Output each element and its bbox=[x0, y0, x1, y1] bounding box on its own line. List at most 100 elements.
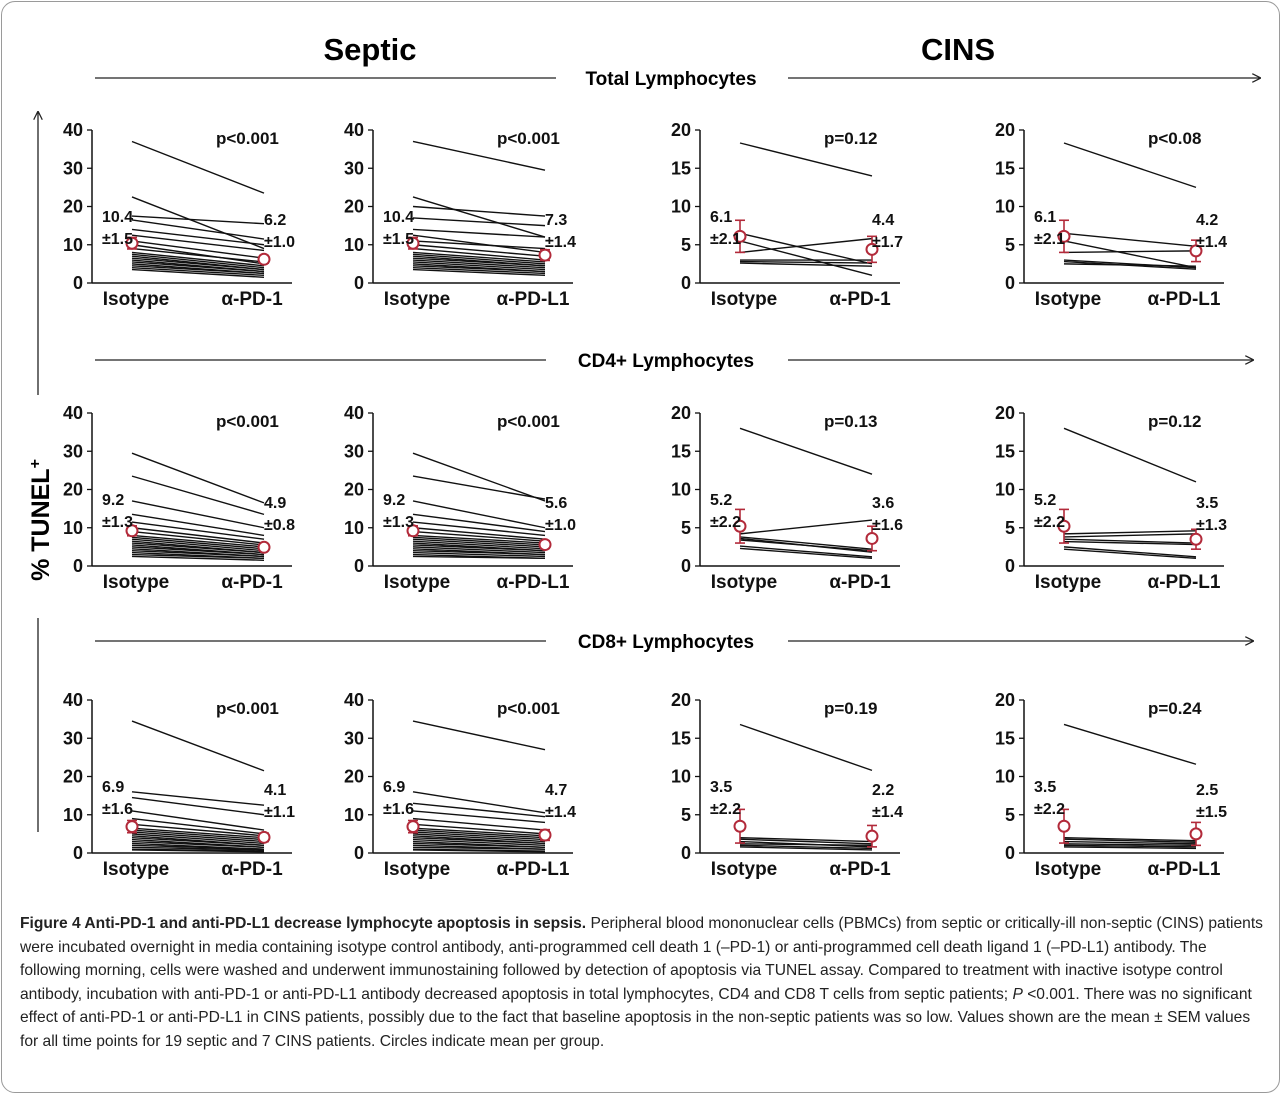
patient-line bbox=[131, 140, 265, 194]
patient-line bbox=[131, 550, 265, 558]
patient-line bbox=[131, 240, 265, 259]
y-tick-label: 20 bbox=[995, 120, 1015, 140]
patient-line bbox=[131, 829, 265, 841]
patient-line bbox=[412, 823, 546, 835]
y-tick-label: 20 bbox=[671, 690, 691, 710]
panel-9: 0 10 20 30 40 p<0.001 6.9 ±1.6 4.1 ±1.1 Isotype α-P… bbox=[63, 690, 295, 880]
patient-line bbox=[131, 527, 265, 544]
y-tick-label: 15 bbox=[995, 728, 1015, 748]
y-tick-label: 0 bbox=[1005, 556, 1015, 576]
patient-line bbox=[412, 833, 546, 843]
mean-label-treatment: 7.3 bbox=[545, 212, 567, 229]
mean-marker bbox=[406, 820, 420, 834]
p-value-label: p<0.001 bbox=[216, 129, 279, 148]
patient-line bbox=[1063, 533, 1197, 538]
mean-marker bbox=[406, 236, 420, 250]
y-tick-label: 0 bbox=[354, 556, 364, 576]
y-tick-label: 10 bbox=[995, 767, 1015, 787]
mean-marker bbox=[257, 540, 271, 554]
p-value-label: p=0.12 bbox=[824, 129, 877, 148]
caption-title: Figure 4 Anti-PD-1 and anti-PD-L1 decrea… bbox=[20, 915, 587, 932]
mean-marker bbox=[733, 519, 747, 533]
sem-label-treatment: ±1.1 bbox=[264, 804, 295, 821]
patient-line bbox=[1063, 142, 1197, 189]
patient-line bbox=[739, 260, 873, 264]
x-category-label: α-PD-1 bbox=[829, 572, 891, 593]
panel-1: 0 10 20 30 40 p<0.001 10.4 ±1.5 6.2 ±1.0 Isotype α-… bbox=[63, 120, 295, 310]
panel-4: 0 5 10 15 20 p<0.08 6.1 ±2.1 4.2 ±1.4 Isotype α-PD-… bbox=[995, 120, 1227, 310]
x-category-label: Isotype bbox=[711, 289, 778, 310]
patient-line bbox=[1063, 250, 1197, 254]
patient-line bbox=[412, 217, 546, 227]
sem-label-treatment: ±1.0 bbox=[545, 517, 576, 534]
patient-line bbox=[412, 540, 546, 550]
sem-label-treatment: ±0.8 bbox=[264, 517, 295, 534]
patient-line bbox=[412, 842, 546, 848]
y-tick-label: 20 bbox=[344, 197, 364, 217]
patient-line bbox=[412, 838, 546, 847]
y-tick-label: 0 bbox=[1005, 843, 1015, 863]
y-tick-label: 10 bbox=[344, 235, 364, 255]
y-tick-label: 5 bbox=[681, 805, 691, 825]
y-tick-label: 15 bbox=[995, 158, 1015, 178]
y-tick-label: 15 bbox=[995, 441, 1015, 461]
mean-marker bbox=[406, 524, 420, 538]
caption-body-2: <0.001. There was no significant effect … bbox=[20, 985, 1252, 1050]
mean-label-isotype: 3.5 bbox=[710, 779, 732, 796]
y-tick-label: 30 bbox=[344, 728, 364, 748]
x-category-label: Isotype bbox=[103, 859, 170, 880]
x-category-label: α-PD-L1 bbox=[497, 289, 570, 310]
p-value-label: p<0.001 bbox=[497, 129, 560, 148]
p-value-label: p<0.001 bbox=[497, 412, 560, 431]
patient-line bbox=[412, 268, 546, 277]
sem-label-treatment: ±1.4 bbox=[872, 804, 903, 821]
y-tick-label: 0 bbox=[681, 556, 691, 576]
patient-line bbox=[739, 262, 873, 267]
patient-line bbox=[1063, 240, 1197, 269]
patient-line bbox=[1063, 427, 1197, 483]
y-tick-label: 0 bbox=[681, 843, 691, 863]
patient-line bbox=[131, 796, 265, 816]
y-tick-label: 30 bbox=[63, 441, 83, 461]
patient-line bbox=[412, 544, 546, 552]
mean-marker bbox=[1057, 229, 1071, 243]
mean-label-treatment: 2.2 bbox=[872, 782, 894, 799]
panel-3: 0 5 10 15 20 p=0.12 6.1 ±2.1 4.4 ±1.7 Isotype α-PD-… bbox=[671, 120, 903, 310]
sem-label-treatment: ±1.0 bbox=[264, 234, 295, 251]
patient-line bbox=[131, 827, 265, 839]
sem-label-isotype: ±2.2 bbox=[710, 514, 741, 531]
y-tick-label: 0 bbox=[73, 273, 83, 293]
patient-line bbox=[412, 551, 546, 558]
y-tick-label: 40 bbox=[63, 120, 83, 140]
patient-line bbox=[412, 267, 546, 275]
x-category-label: α-PD-L1 bbox=[1148, 572, 1221, 593]
patient-line bbox=[412, 848, 546, 852]
sem-label-isotype: ±1.3 bbox=[102, 514, 133, 531]
y-tick-label: 5 bbox=[1005, 805, 1015, 825]
y-tick-label: 15 bbox=[671, 728, 691, 748]
y-tick-label: 30 bbox=[344, 158, 364, 178]
mean-label-treatment: 3.6 bbox=[872, 495, 894, 512]
patient-line bbox=[131, 791, 265, 806]
patient-line bbox=[131, 196, 265, 250]
panel-2: 0 10 20 30 40 p<0.001 10.4 ±1.5 7.3 ±1.4 Isotype α-… bbox=[344, 120, 576, 310]
sem-label-isotype: ±2.1 bbox=[1034, 231, 1065, 248]
sem-label-isotype: ±2.2 bbox=[710, 801, 741, 818]
patient-line bbox=[412, 257, 546, 267]
patient-line bbox=[739, 427, 873, 475]
group-title-septic: Septic bbox=[323, 32, 416, 67]
y-tick-label: 10 bbox=[63, 805, 83, 825]
panel-8: 0 5 10 15 20 p=0.12 5.2 ±2.2 3.5 ±1.3 Isotype α-PD-… bbox=[995, 403, 1227, 593]
patient-line bbox=[131, 536, 265, 550]
patient-line bbox=[1063, 540, 1197, 546]
section-title-total: Total Lymphocytes bbox=[585, 69, 756, 90]
mean-marker bbox=[538, 828, 552, 842]
patient-line bbox=[412, 265, 546, 273]
patient-line bbox=[131, 846, 265, 851]
patient-line bbox=[131, 534, 265, 548]
patient-line bbox=[739, 545, 873, 558]
panel-11: 0 5 10 15 20 p=0.19 3.5 ±2.2 2.2 ±1.4 Isotype α-PD-… bbox=[671, 690, 903, 880]
mean-label-isotype: 10.4 bbox=[383, 209, 414, 226]
x-category-label: α-PD-1 bbox=[221, 289, 283, 310]
